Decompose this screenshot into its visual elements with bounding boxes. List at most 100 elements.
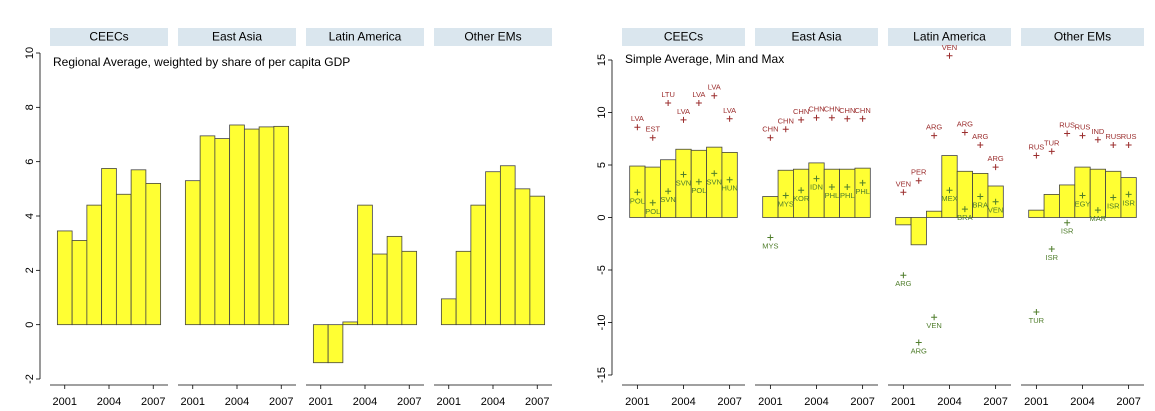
x-tick-label: 2007 bbox=[850, 396, 874, 408]
max-marker bbox=[798, 116, 805, 123]
min-label: PHL bbox=[840, 191, 855, 200]
facet-title: East Asia bbox=[212, 30, 262, 44]
max-label: LVA bbox=[677, 107, 690, 116]
bar bbox=[1120, 177, 1137, 218]
min-marker bbox=[711, 170, 718, 177]
bar bbox=[115, 193, 132, 326]
max-marker bbox=[813, 114, 820, 121]
facet-title: East Asia bbox=[791, 30, 841, 44]
x-tick-label: 2004 bbox=[671, 396, 695, 408]
min-label: VEN bbox=[988, 206, 1003, 215]
max-label: RUS bbox=[1059, 120, 1075, 129]
min-marker bbox=[767, 234, 774, 241]
x-tick-label: 2001 bbox=[625, 396, 649, 408]
x-tick-label: 2001 bbox=[181, 396, 205, 408]
min-label: BRA bbox=[957, 213, 972, 222]
max-marker bbox=[1125, 142, 1132, 149]
min-marker bbox=[1094, 207, 1101, 214]
min-label: TUR bbox=[1029, 316, 1045, 325]
min-label: HUN bbox=[722, 184, 738, 193]
facet-header bbox=[888, 28, 1011, 46]
max-label: CHN bbox=[839, 106, 855, 115]
max-marker bbox=[1033, 152, 1040, 159]
facet-title: CEECs bbox=[664, 30, 703, 44]
min-marker bbox=[859, 179, 866, 186]
bar bbox=[56, 230, 73, 326]
min-marker bbox=[844, 184, 851, 191]
max-label: CHN bbox=[824, 105, 840, 114]
x-tick-label: 2007 bbox=[269, 396, 293, 408]
min-marker bbox=[813, 175, 820, 182]
min-label: ARG bbox=[895, 279, 911, 288]
bar bbox=[71, 240, 88, 326]
facet-header bbox=[50, 28, 168, 46]
bar bbox=[721, 151, 738, 218]
min-label: ISR bbox=[1122, 198, 1135, 207]
max-label: ARG bbox=[957, 119, 973, 128]
max-label: RUS bbox=[1075, 123, 1091, 132]
max-label: RUS bbox=[1105, 132, 1121, 141]
min-marker bbox=[946, 187, 953, 194]
min-label: EGY bbox=[1075, 199, 1091, 208]
bar bbox=[145, 182, 162, 326]
bar bbox=[529, 195, 546, 326]
bar bbox=[101, 168, 117, 326]
max-label: CHN bbox=[808, 105, 824, 114]
max-label: RUS bbox=[1028, 143, 1044, 152]
bar bbox=[357, 204, 373, 326]
max-marker bbox=[634, 124, 641, 131]
min-marker bbox=[931, 314, 938, 321]
min-marker bbox=[992, 198, 999, 205]
max-marker bbox=[931, 132, 938, 139]
max-marker bbox=[961, 129, 968, 136]
min-marker bbox=[665, 188, 672, 195]
facet-header bbox=[434, 28, 552, 46]
max-label: TUR bbox=[1044, 138, 1060, 147]
bar bbox=[199, 135, 216, 326]
max-marker bbox=[1064, 130, 1071, 137]
bar bbox=[455, 250, 472, 326]
y-tick-label: 10 bbox=[596, 106, 608, 118]
bar bbox=[485, 171, 501, 326]
max-label: LVA bbox=[631, 114, 644, 123]
bar bbox=[401, 250, 418, 326]
min-marker bbox=[900, 272, 907, 279]
x-tick-label: 2007 bbox=[717, 396, 741, 408]
bar bbox=[1043, 193, 1060, 218]
max-marker bbox=[649, 134, 656, 141]
min-label: MAR bbox=[1090, 214, 1107, 223]
min-label: POL bbox=[630, 196, 645, 205]
max-marker bbox=[695, 100, 702, 107]
facet-header bbox=[178, 28, 296, 46]
x-tick-label: 2001 bbox=[53, 396, 77, 408]
bar bbox=[327, 324, 344, 364]
min-marker bbox=[726, 176, 733, 183]
x-tick-label: 2007 bbox=[141, 396, 165, 408]
min-label: SVN bbox=[707, 177, 722, 186]
min-label: SVN bbox=[676, 178, 691, 187]
facet-header bbox=[306, 28, 424, 46]
min-marker bbox=[1048, 246, 1055, 252]
max-label: VEN bbox=[896, 179, 911, 188]
max-marker bbox=[859, 115, 866, 122]
min-label: PHL bbox=[825, 191, 840, 200]
max-label: IND bbox=[1091, 127, 1105, 136]
min-marker bbox=[977, 193, 984, 200]
y-tick-label: 10 bbox=[24, 47, 36, 59]
min-marker bbox=[798, 187, 805, 194]
min-marker bbox=[828, 184, 835, 191]
min-marker bbox=[1079, 192, 1086, 199]
bar bbox=[273, 125, 290, 326]
min-marker bbox=[695, 178, 702, 185]
min-label: BRA bbox=[973, 200, 988, 209]
max-label: CHN bbox=[778, 116, 794, 125]
min-marker bbox=[1064, 219, 1071, 226]
min-marker bbox=[961, 206, 968, 213]
bar bbox=[184, 180, 201, 326]
bar bbox=[342, 321, 359, 326]
y-tick-label: -15 bbox=[596, 367, 608, 383]
bar bbox=[229, 124, 245, 326]
max-label: ARG bbox=[987, 154, 1003, 163]
max-label: EST bbox=[645, 125, 660, 134]
